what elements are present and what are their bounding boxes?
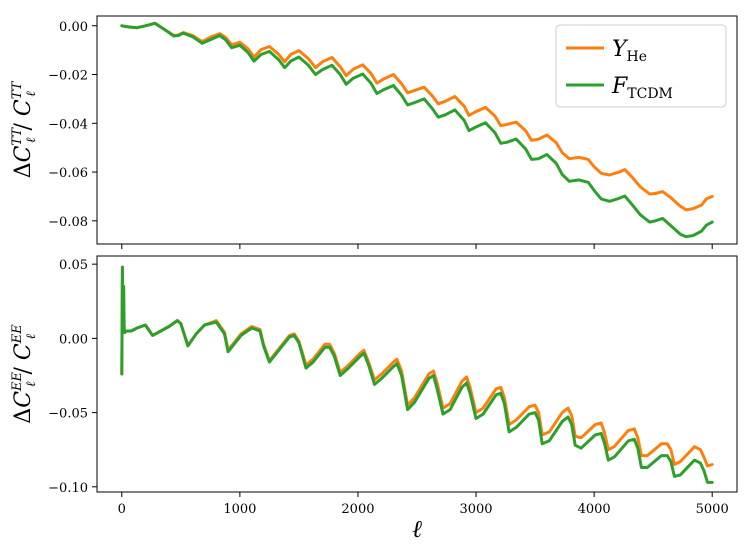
y-tick-label: −0.02 (48, 69, 88, 84)
legend: YHe FTCDM (555, 24, 727, 108)
ee-plot-frame (96, 255, 738, 493)
y-tick-label: −0.10 (48, 481, 88, 496)
y-tick-label: 0.05 (59, 258, 88, 273)
y-tick-label: 0.00 (59, 332, 88, 347)
x-axis-label: ℓ (412, 515, 422, 543)
legend-label-f-tcdm: FTCDM (611, 74, 673, 102)
y-tick-label: 0.00 (59, 20, 88, 35)
ee-y-axis-label: ΔCEEℓ / CEEℓ (10, 324, 39, 424)
series-line-y-he (120, 265, 714, 468)
series-line-y-he (120, 21, 714, 212)
legend-label-y-he: YHe (612, 37, 647, 65)
series-line-f-tcdm (120, 21, 714, 239)
x-tick-label: 0 (118, 502, 126, 517)
y-tick-label: −0.05 (48, 407, 88, 422)
y-tick-label: −0.08 (48, 215, 88, 230)
x-tick-label: 3000 (459, 502, 492, 517)
tt-panel: 0.00 −0.02 −0.04 −0.06 −0.08 ΔCTTℓ / CTTℓ YH… (10, 15, 738, 249)
y-tick-label: −0.06 (48, 166, 88, 181)
y-tick-label: −0.04 (48, 117, 88, 132)
x-tick-label: 1000 (223, 502, 256, 517)
x-tick-label: 5000 (696, 502, 729, 517)
x-tick-label: 2000 (341, 502, 374, 517)
tt-y-axis-label: ΔCTTℓ / CTTℓ (10, 80, 39, 178)
tt-plot-frame (96, 15, 738, 245)
x-tick-label: 4000 (578, 502, 611, 517)
series-line-f-tcdm (120, 265, 714, 484)
ee-panel: 0.05 0.00 −0.05 −0.10 0 1000 2000 3000 4000 5000… (10, 255, 738, 543)
